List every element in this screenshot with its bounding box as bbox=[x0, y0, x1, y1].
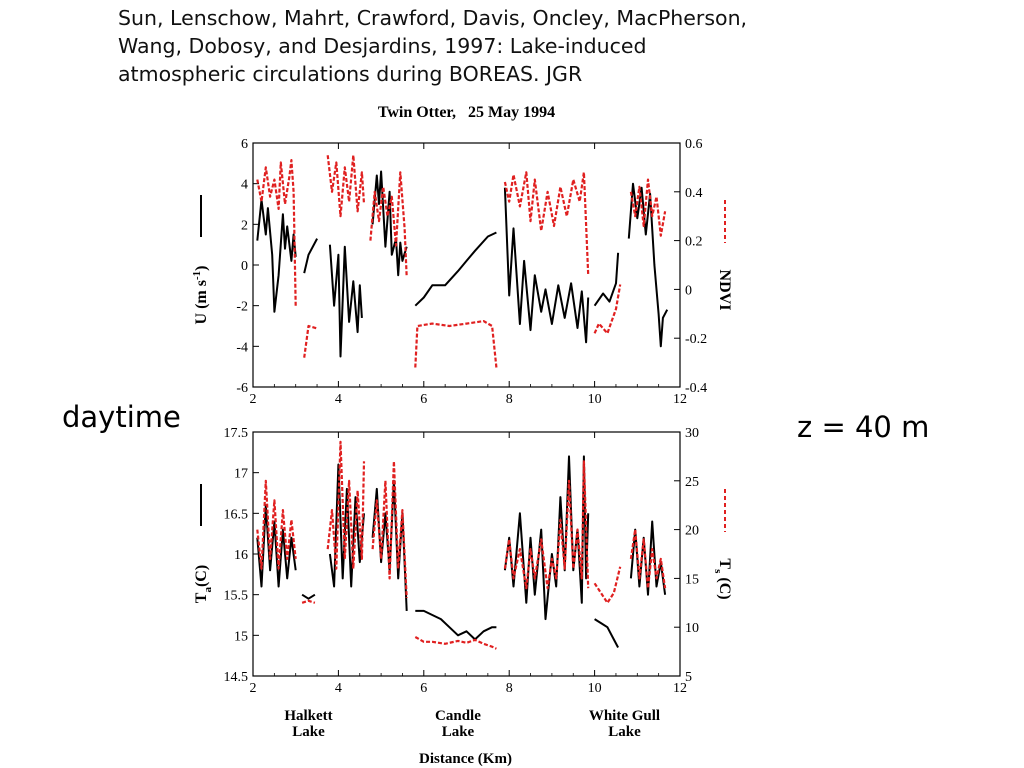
lake-annotation-line: Lake bbox=[608, 724, 641, 740]
plot-frame bbox=[252, 431, 681, 677]
remote-series-segment-2 bbox=[301, 599, 316, 604]
measured-series-segment-7 bbox=[594, 618, 619, 648]
lake-annotation-line: Halkett bbox=[284, 708, 332, 724]
remote-series-segment-2 bbox=[303, 324, 318, 358]
x-tick-label: 10 bbox=[588, 392, 602, 407]
x-tick-label: 12 bbox=[673, 681, 687, 696]
x-tick-label: 6 bbox=[420, 392, 427, 407]
y-right-tick-label: 30 bbox=[685, 426, 699, 441]
y-right-tick-label: 10 bbox=[685, 621, 699, 636]
citation-line-1: Sun, Lenschow, Mahrt, Crawford, Davis, O… bbox=[118, 6, 748, 30]
y-left-tick-label: 15.5 bbox=[224, 589, 249, 604]
remote-series-segment-5 bbox=[414, 320, 498, 368]
y-right-label: Ts (C) bbox=[712, 489, 733, 600]
y-left-label-text: U (m s-1) bbox=[191, 266, 210, 325]
y-left-label: Ta(C) bbox=[193, 484, 214, 603]
y-left-tick-label: -4 bbox=[236, 340, 248, 355]
lake-annotation-line: Lake bbox=[442, 724, 475, 740]
chart-title: Twin Otter, 25 May 1994 bbox=[378, 104, 555, 121]
altitude-label: z = 40 m bbox=[797, 410, 930, 444]
y-left-tick-label: -6 bbox=[236, 381, 248, 396]
y-left-label: U (m s-1) bbox=[191, 195, 210, 324]
y-left-tick-label: 17 bbox=[234, 467, 248, 482]
measured-series-segment-1 bbox=[256, 198, 297, 313]
y-right-tick-label: 15 bbox=[685, 572, 699, 587]
citation-line-2: Wang, Dobosy, and Desjardins, 1997: Lake… bbox=[118, 34, 647, 58]
y-right-tick-label: 0.4 bbox=[685, 186, 703, 201]
y-right-tick-label: 5 bbox=[685, 670, 692, 685]
remote-series-segment-3 bbox=[326, 440, 366, 570]
measured-series-segment-4 bbox=[371, 170, 408, 277]
remote-series-segment-7 bbox=[593, 566, 622, 604]
measured-series-segment-6 bbox=[503, 187, 590, 344]
y-right-tick-label: 25 bbox=[685, 475, 699, 490]
x-tick-label: 8 bbox=[506, 392, 513, 407]
y-left-tick-label: 4 bbox=[241, 178, 248, 193]
y-right-label: NDVI bbox=[716, 200, 733, 310]
remote-series-segment-3 bbox=[326, 154, 366, 218]
y-left-tick-label: 16.5 bbox=[224, 507, 249, 522]
remote-series-segment-7 bbox=[593, 284, 622, 335]
citation-line-3: atmospheric circulations during BOREAS. … bbox=[118, 62, 583, 86]
remote-series-segment-1 bbox=[256, 159, 297, 307]
x-tick-label: 6 bbox=[420, 681, 427, 696]
lake-annotation-line: Candle bbox=[435, 708, 481, 724]
measured-series-segment-7 bbox=[593, 252, 620, 307]
y-left-tick-label: 2 bbox=[241, 218, 248, 233]
chart-panel-2: 2 4 6 8 10 12 14.5 15 15.5 16 16.5 17 17.5 5 10 15 20 25 3… bbox=[193, 426, 733, 767]
x-tick-label: 4 bbox=[335, 392, 342, 407]
y-left-tick-label: 6 bbox=[241, 137, 248, 152]
y-right-tick-label: 0.6 bbox=[685, 137, 703, 152]
remote-series-segment-6 bbox=[503, 460, 590, 590]
daytime-label: daytime bbox=[62, 400, 181, 434]
measured-series-segment-2 bbox=[303, 238, 318, 274]
measured-series-segment-8 bbox=[627, 182, 669, 348]
lake-annotation-line: White Gull bbox=[589, 708, 660, 724]
plot-frame bbox=[252, 142, 681, 388]
remote-series-segment-5 bbox=[414, 636, 497, 650]
chart-panel-1: 2 4 6 8 10 12 -6 -4 -2 0 2 4 6 -0.4 -0.2 0 0.2 0.4 0.6 U (m… bbox=[191, 104, 733, 407]
y-left-tick-label: 0 bbox=[241, 259, 248, 274]
remote-series-segment-8 bbox=[629, 528, 667, 590]
measured-series-segment-5 bbox=[414, 231, 497, 307]
x-tick-label: 2 bbox=[250, 681, 257, 696]
x-tick-label: 12 bbox=[673, 392, 687, 407]
measured-series-segment-2 bbox=[301, 593, 316, 600]
y-left-tick-label: 16 bbox=[234, 548, 248, 563]
y-left-tick-label: -2 bbox=[236, 300, 248, 315]
remote-series-segment-8 bbox=[629, 178, 667, 237]
x-axis-label: Distance (Km) bbox=[419, 751, 512, 767]
x-tick-label: 10 bbox=[588, 681, 602, 696]
x-tick-label: 8 bbox=[506, 681, 513, 696]
remote-series-segment-1 bbox=[256, 479, 297, 570]
y-left-tick-label: 15 bbox=[234, 629, 248, 644]
x-tick-label: 4 bbox=[335, 681, 342, 696]
remote-series-segment-4 bbox=[369, 171, 408, 278]
y-right-tick-label: -0.2 bbox=[685, 332, 707, 347]
y-right-tick-label: -0.4 bbox=[685, 381, 707, 396]
y-left-tick-label: 14.5 bbox=[224, 670, 249, 685]
y-right-tick-label: 0.2 bbox=[685, 235, 703, 250]
citation: Sun, Lenschow, Mahrt, Crawford, Davis, O… bbox=[118, 4, 898, 88]
y-right-tick-label: 20 bbox=[685, 524, 699, 539]
y-left-tick-label: 17.5 bbox=[224, 426, 249, 441]
y-right-label-text: NDVI bbox=[716, 270, 733, 311]
y-right-label-text: Ts (C) bbox=[712, 558, 733, 599]
measured-series-segment-5 bbox=[415, 609, 497, 641]
remote-series-segment-4 bbox=[371, 460, 408, 598]
x-tick-label: 2 bbox=[250, 392, 257, 407]
lake-annotation-line: Lake bbox=[292, 724, 325, 740]
remote-series-segment-6 bbox=[503, 171, 590, 275]
y-left-label-text: Ta(C) bbox=[193, 565, 214, 603]
measured-series-segment-3 bbox=[328, 244, 363, 358]
y-right-tick-label: 0 bbox=[685, 283, 692, 298]
